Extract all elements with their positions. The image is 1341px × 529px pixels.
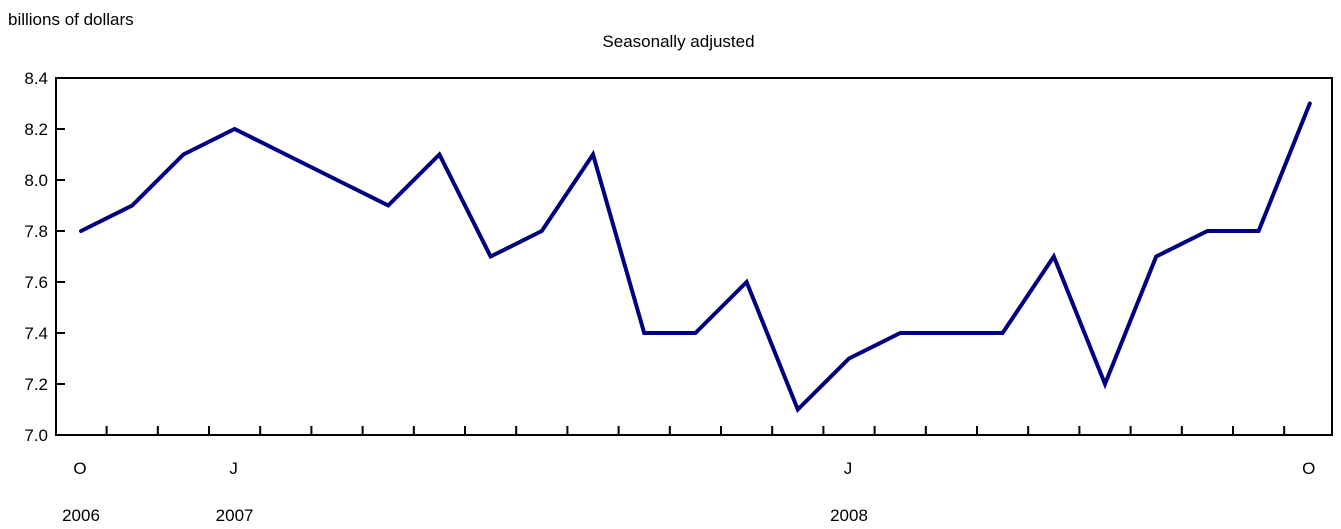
plot-area bbox=[55, 77, 1333, 436]
y-tick-label: 8.4 bbox=[24, 69, 48, 88]
x-year-label: 2008 bbox=[830, 506, 868, 525]
y-tick-label: 7.2 bbox=[24, 375, 48, 394]
x-month-label: J bbox=[844, 459, 853, 478]
x-month-label: J bbox=[229, 459, 238, 478]
y-tick-label: 7.6 bbox=[24, 273, 48, 292]
y-axis: 7.0 7.2 7.4 7.6 7.8 8.0 8.2 8.4 bbox=[24, 69, 65, 445]
y-tick-label: 7.8 bbox=[24, 222, 48, 241]
y-tick-label: 8.0 bbox=[24, 171, 48, 190]
series-group bbox=[79, 101, 1312, 414]
x-month-label: O bbox=[73, 459, 86, 478]
series-line bbox=[79, 101, 1312, 414]
y-tick-label: 8.2 bbox=[24, 120, 48, 139]
x-year-label: 2006 bbox=[62, 506, 100, 525]
chart-subtitle: Seasonally adjusted bbox=[0, 32, 1341, 52]
x-year-label: 2007 bbox=[216, 506, 254, 525]
x-month-label: O bbox=[1302, 459, 1315, 478]
y-axis-label: billions of dollars bbox=[8, 10, 134, 29]
y-tick-label: 7.4 bbox=[24, 324, 48, 343]
x-axis: O J J O 2006 2007 2008 bbox=[62, 426, 1315, 525]
chart-subtitle-text: Seasonally adjusted bbox=[602, 32, 755, 51]
y-tick-label: 7.0 bbox=[24, 426, 48, 445]
